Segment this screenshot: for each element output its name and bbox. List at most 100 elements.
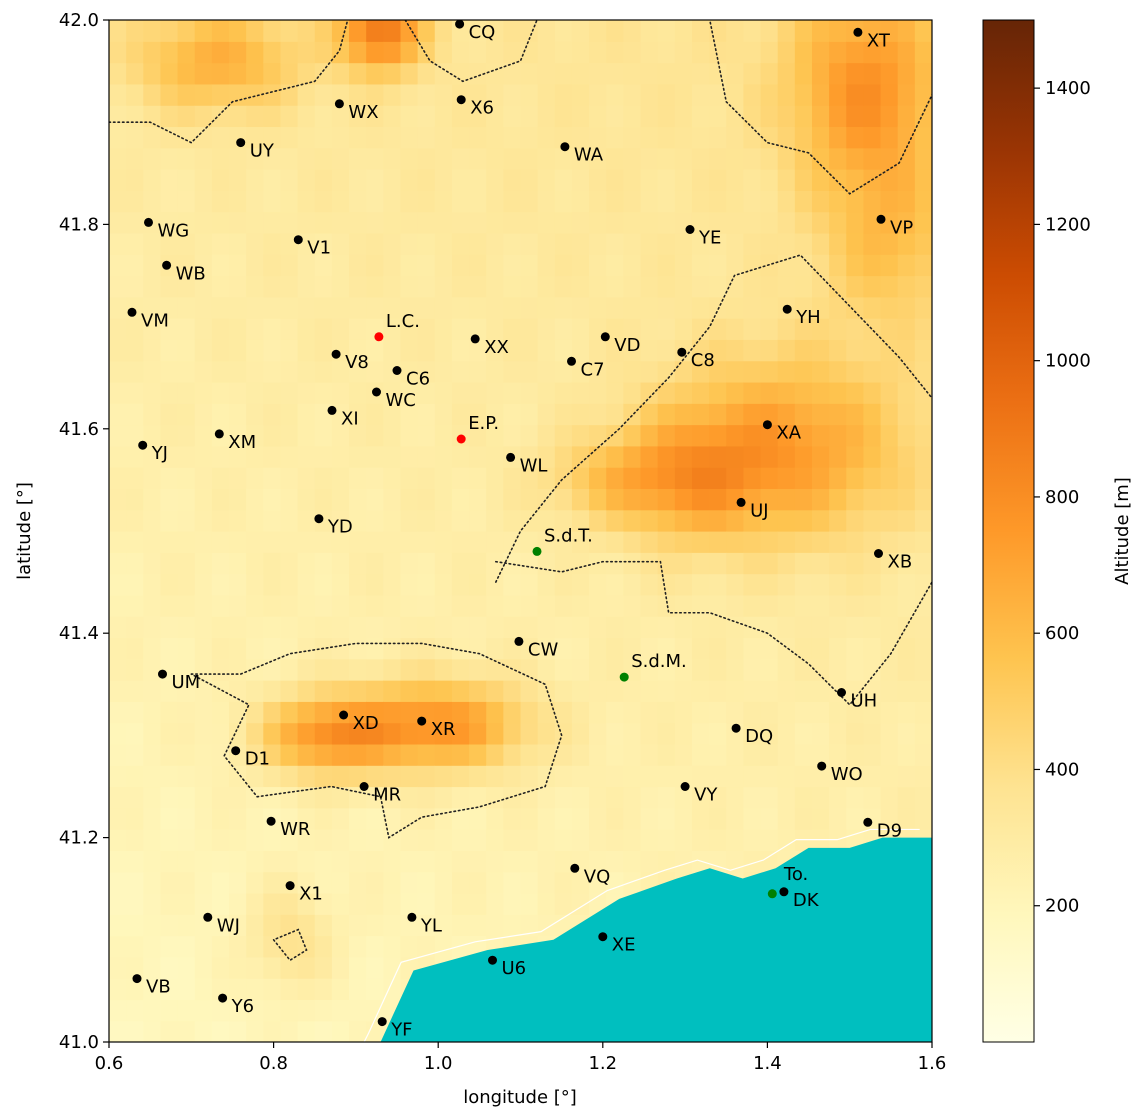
heatmap-cell xyxy=(434,41,453,64)
point-label: YE xyxy=(698,228,721,249)
heatmap-cell xyxy=(211,318,230,340)
heatmap-cell xyxy=(589,488,607,511)
heatmap-cell xyxy=(914,658,932,681)
heatmap-cell xyxy=(709,488,727,511)
heatmap-cell xyxy=(674,360,693,383)
heatmap-cell xyxy=(349,105,367,128)
heatmap-cell xyxy=(880,722,899,745)
heatmap-cell xyxy=(520,232,539,255)
y-tick-label: 41.6 xyxy=(59,419,99,440)
heatmap-cell xyxy=(263,232,282,255)
heatmap-cell xyxy=(777,381,796,404)
heatmap-cell xyxy=(143,807,162,830)
heatmap-cell xyxy=(469,765,487,788)
heatmap-cell xyxy=(914,424,932,447)
heatmap-cell xyxy=(469,232,487,255)
heatmap-cell xyxy=(246,20,264,42)
heatmap-cell xyxy=(297,850,316,873)
heatmap-cell xyxy=(349,20,367,42)
heatmap-cell xyxy=(109,424,127,447)
heatmap-cell xyxy=(863,147,882,170)
heatmap-cell xyxy=(503,275,522,298)
contour-line xyxy=(109,20,349,144)
heatmap-cell xyxy=(143,467,162,490)
heatmap-cell xyxy=(211,701,230,724)
point-marker xyxy=(144,217,153,227)
heatmap-cell xyxy=(486,765,504,788)
heatmap-cell xyxy=(194,169,213,191)
heatmap-cell xyxy=(314,254,333,277)
heatmap-cell xyxy=(537,105,556,128)
heatmap-cell xyxy=(880,126,899,149)
heatmap-cell xyxy=(366,403,384,426)
heatmap-cell xyxy=(109,381,127,404)
heatmap-cell xyxy=(246,381,264,404)
heatmap-cell xyxy=(691,743,710,766)
heatmap-cell xyxy=(280,807,299,830)
heatmap-cell xyxy=(709,680,727,702)
heatmap-cell xyxy=(674,829,693,851)
heatmap-cell xyxy=(263,892,282,915)
heatmap-cell xyxy=(331,190,350,213)
heatmap-cell xyxy=(709,381,727,404)
heatmap-cell xyxy=(417,765,436,788)
heatmap-cell xyxy=(760,403,779,426)
heatmap-cell xyxy=(726,318,744,340)
heatmap-cell xyxy=(571,658,590,681)
heatmap-cell xyxy=(863,701,882,724)
heatmap-cell xyxy=(623,232,642,255)
heatmap-cell xyxy=(211,339,230,362)
heatmap-cell xyxy=(520,573,539,596)
heatmap-cell xyxy=(623,722,642,745)
heatmap-cell xyxy=(160,573,179,596)
heatmap-cell xyxy=(263,935,282,958)
heatmap-cell xyxy=(211,105,230,128)
heatmap-cell xyxy=(914,765,932,788)
heatmap-cell xyxy=(417,147,436,170)
heatmap-cell xyxy=(606,381,624,404)
heatmap-cell xyxy=(914,211,932,234)
heatmap-cell xyxy=(400,83,419,106)
heatmap-cell xyxy=(349,850,367,873)
heatmap-cell xyxy=(194,616,213,639)
heatmap-cell xyxy=(366,786,384,809)
heatmap-cell xyxy=(554,41,573,64)
heatmap-cell xyxy=(880,807,899,830)
heatmap-cell xyxy=(606,318,624,340)
heatmap-cell xyxy=(211,531,230,553)
heatmap-cell xyxy=(503,190,522,213)
heatmap-cell xyxy=(314,914,333,937)
heatmap-cell xyxy=(177,381,196,404)
heatmap-cell xyxy=(366,722,384,745)
heatmap-cell xyxy=(691,573,710,596)
heatmap-cell xyxy=(880,41,899,64)
heatmap-cell xyxy=(469,169,487,191)
heatmap-cell xyxy=(194,211,213,234)
heatmap-cell xyxy=(366,637,384,660)
heatmap-cell xyxy=(811,552,830,575)
heatmap-cell xyxy=(349,147,367,170)
heatmap-cell xyxy=(640,147,659,170)
heatmap-cell xyxy=(246,892,264,915)
heatmap-cell xyxy=(829,232,847,255)
heatmap-cell xyxy=(314,126,333,149)
heatmap-cell xyxy=(811,83,830,106)
heatmap-cell xyxy=(126,999,144,1022)
heatmap-cell xyxy=(537,254,556,277)
heatmap-cell xyxy=(846,62,865,85)
heatmap-cell xyxy=(331,871,350,894)
heatmap-cell xyxy=(640,424,659,447)
heatmap-cell xyxy=(177,956,196,979)
heatmap-cell xyxy=(709,232,727,255)
heatmap-cell xyxy=(657,467,676,490)
heatmap-cell xyxy=(434,701,453,724)
heatmap-cell xyxy=(760,765,779,788)
heatmap-cell xyxy=(760,169,779,191)
heatmap-cell xyxy=(469,190,487,213)
heatmap-cell xyxy=(726,786,744,809)
heatmap-cell xyxy=(657,552,676,575)
heatmap-cell xyxy=(743,296,762,319)
heatmap-cell xyxy=(160,41,179,64)
heatmap-cell xyxy=(160,765,179,788)
heatmap-cell xyxy=(177,999,196,1022)
